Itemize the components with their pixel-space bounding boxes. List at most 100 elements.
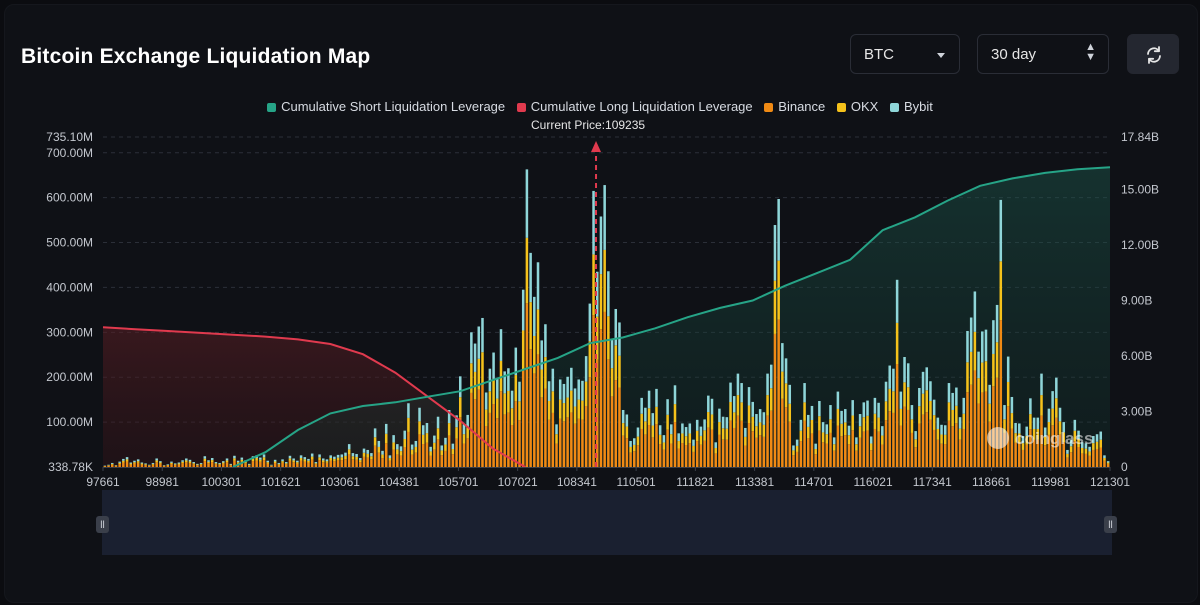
bar-bybit[interactable] [396,444,399,450]
bar-okx[interactable] [810,419,814,434]
refresh-button[interactable] [1127,34,1179,74]
bar-okx[interactable] [122,460,125,463]
bar-bybit[interactable] [281,459,284,462]
bar-bybit[interactable] [758,409,762,423]
bar-bybit[interactable] [666,399,669,415]
bar-binance[interactable] [629,452,632,467]
bar-bybit[interactable] [1092,436,1095,444]
legend-item-bybit[interactable]: Bybit [889,99,933,114]
bar-okx[interactable] [403,439,406,447]
bar-binance[interactable] [218,464,221,467]
bar-binance[interactable] [436,439,440,467]
bar-okx[interactable] [455,427,458,439]
bar-bybit[interactable] [1051,391,1054,409]
bar-bybit[interactable] [151,462,155,464]
bar-binance[interactable] [421,444,425,467]
bar-binance[interactable] [377,452,381,467]
bar-binance[interactable] [547,419,551,467]
bar-binance[interactable] [1021,449,1025,467]
bar-okx[interactable] [292,460,295,463]
bar-okx[interactable] [144,464,147,466]
bar-okx[interactable] [847,435,851,445]
bar-bybit[interactable] [762,412,766,425]
bar-bybit[interactable] [1036,417,1040,429]
bar-binance[interactable] [1099,447,1103,467]
bar-binance[interactable] [703,440,706,467]
bar-bybit[interactable] [1014,423,1017,434]
bar-okx[interactable] [192,463,195,465]
bar-binance[interactable] [751,431,754,467]
bar-okx[interactable] [821,432,825,443]
bar-bybit[interactable] [399,446,403,452]
bar-okx[interactable] [595,316,599,360]
bar-okx[interactable] [1006,381,1010,407]
bar-okx[interactable] [684,436,688,446]
bar-binance[interactable] [747,423,751,467]
bar-binance[interactable] [370,459,373,467]
bar-okx[interactable] [670,434,673,444]
bar-bybit[interactable] [366,449,369,454]
bar-okx[interactable] [636,436,640,446]
range-slider[interactable]: ll ll [96,490,1117,555]
bar-binance[interactable] [951,426,954,467]
bar-binance[interactable] [810,433,814,467]
bar-bybit[interactable] [277,462,281,464]
bar-binance[interactable] [603,311,606,467]
bar-binance[interactable] [555,443,558,467]
bar-okx[interactable] [633,444,636,452]
bar-bybit[interactable] [329,455,332,459]
bar-binance[interactable] [162,466,166,467]
bar-binance[interactable] [807,438,810,467]
bar-okx[interactable] [299,458,303,461]
bar-bybit[interactable] [884,381,888,402]
bar-bybit[interactable] [892,368,895,392]
bar-bybit[interactable] [507,368,510,391]
bar-binance[interactable] [484,426,488,467]
bar-bybit[interactable] [484,392,488,410]
bar-bybit[interactable] [222,461,225,463]
bar-okx[interactable] [285,463,288,465]
bar-bybit[interactable] [744,427,747,437]
bar-bybit[interactable] [988,384,991,404]
bar-bybit[interactable] [584,356,588,382]
bar-binance[interactable] [740,420,743,467]
bar-bybit[interactable] [414,440,418,447]
bar-okx[interactable] [692,445,695,452]
bar-okx[interactable] [1040,395,1043,416]
bar-okx[interactable] [840,423,843,437]
bar-bybit[interactable] [299,455,303,459]
bar-binance[interactable] [847,444,851,467]
bar-okx[interactable] [943,434,947,445]
bar-bybit[interactable] [307,458,310,461]
bar-bybit[interactable] [603,185,606,250]
bar-bybit[interactable] [625,414,629,427]
bar-binance[interactable] [340,460,344,467]
bar-okx[interactable] [240,459,244,462]
bar-bybit[interactable] [436,416,440,429]
bar-bybit[interactable] [570,367,573,391]
bar-binance[interactable] [296,463,299,467]
bar-bybit[interactable] [514,347,518,376]
bar-binance[interactable] [1095,448,1099,467]
bar-bybit[interactable] [285,462,288,464]
bar-bybit[interactable] [351,453,355,457]
bar-okx[interactable] [732,412,736,428]
bar-binance[interactable] [344,459,347,467]
bar-bybit[interactable] [636,427,640,437]
bar-okx[interactable] [710,414,714,430]
bar-okx[interactable] [177,463,181,465]
bar-bybit[interactable] [1010,396,1014,414]
bar-okx[interactable] [1018,433,1021,444]
bar-binance[interactable] [366,457,369,467]
bar-binance[interactable] [966,392,969,467]
bar-bybit[interactable] [173,463,177,465]
bar-okx[interactable] [307,460,310,463]
bar-okx[interactable] [540,369,543,398]
bar-okx[interactable] [384,433,388,444]
bar-okx[interactable] [581,400,584,420]
bar-bybit[interactable] [629,440,632,447]
bar-okx[interactable] [277,463,281,465]
bar-binance[interactable] [662,449,666,467]
bar-okx[interactable] [629,446,632,453]
bar-binance[interactable] [1088,455,1091,467]
